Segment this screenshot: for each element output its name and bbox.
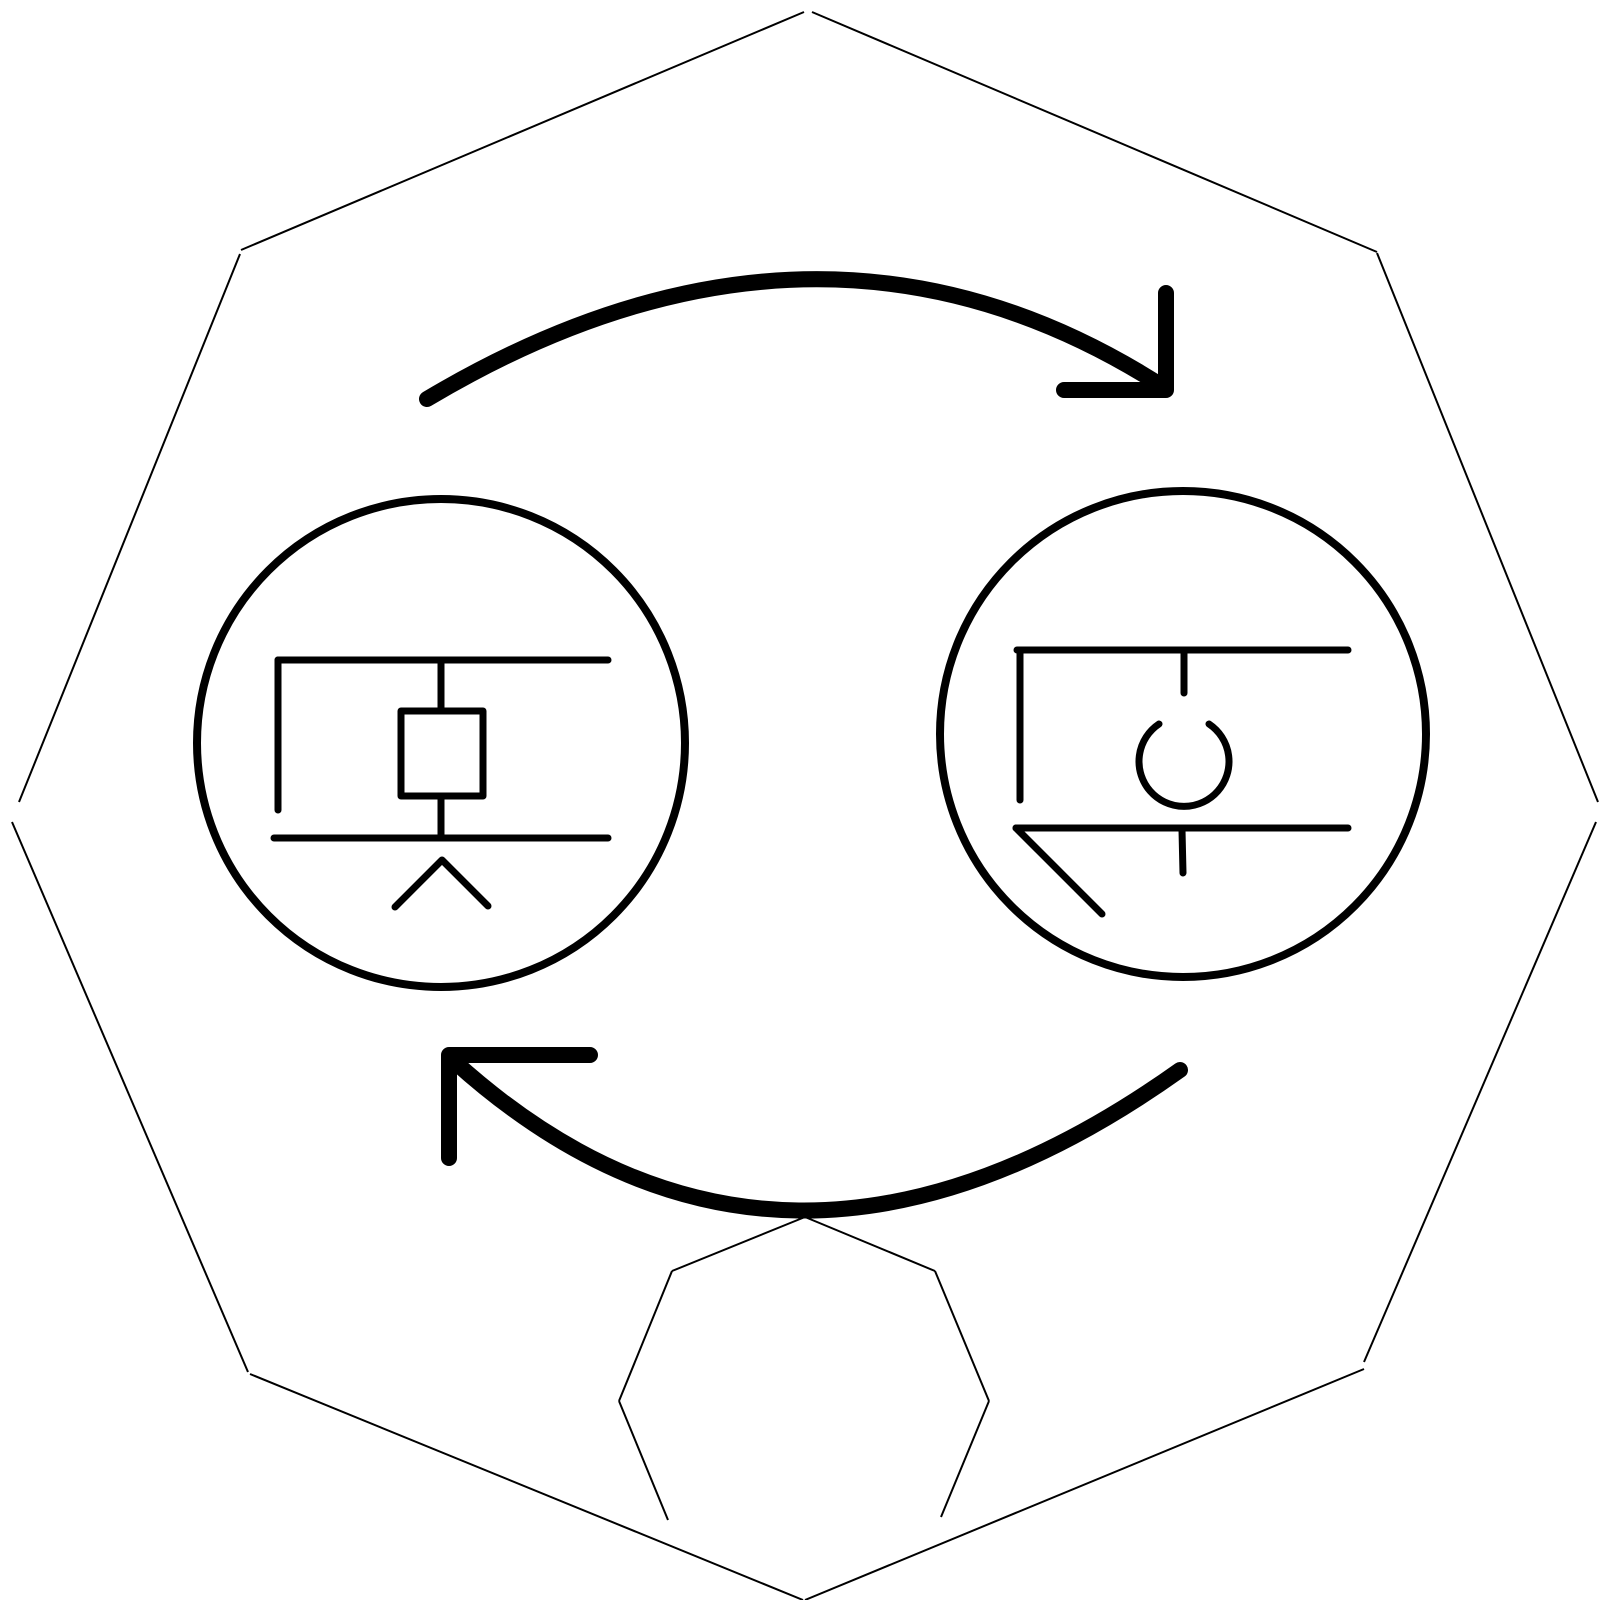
left-node-ring xyxy=(197,499,685,987)
arrow-bottom-to-left xyxy=(449,1055,1180,1211)
split-switch-open-symbol-icon xyxy=(1016,650,1348,914)
arrow-top-to-right xyxy=(427,279,1166,399)
split-switch-symbol-icon xyxy=(274,660,608,907)
left-node xyxy=(197,499,685,987)
outer-octagon-frame xyxy=(12,12,1598,1600)
bottom-heptagon-outline xyxy=(619,1217,989,1520)
right-node-ring xyxy=(940,491,1426,977)
right-node xyxy=(940,491,1426,977)
